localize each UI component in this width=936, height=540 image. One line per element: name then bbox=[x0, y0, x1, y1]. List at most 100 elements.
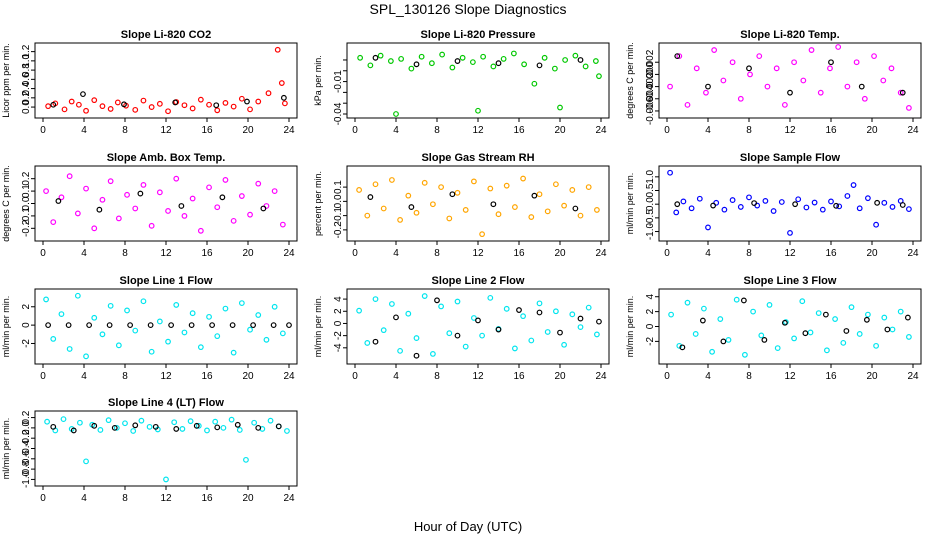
y-tick-label: 4 bbox=[645, 294, 656, 300]
x-tick-label: 0 bbox=[40, 248, 46, 259]
data-point bbox=[733, 296, 740, 303]
data-point bbox=[140, 181, 147, 188]
chart-title: Slope Line 2 Flow bbox=[432, 275, 525, 287]
data-point bbox=[65, 322, 72, 329]
data-point bbox=[446, 330, 453, 337]
data-point bbox=[828, 198, 834, 205]
chart-title: Slope Sample Flow bbox=[740, 152, 841, 164]
x-tick-label: 24 bbox=[595, 125, 607, 136]
data-point bbox=[115, 342, 122, 349]
data-point bbox=[265, 90, 272, 97]
plot-frame bbox=[346, 288, 610, 365]
data-point bbox=[66, 346, 73, 352]
data-point bbox=[803, 204, 810, 211]
data-point bbox=[372, 181, 379, 188]
data-point bbox=[428, 60, 435, 67]
data-point bbox=[418, 53, 425, 60]
data-point bbox=[454, 58, 461, 64]
y-tick-label: 1.0 bbox=[645, 169, 656, 183]
y-axis-label: percent per min. bbox=[313, 171, 323, 236]
data-point bbox=[487, 294, 494, 301]
data-point bbox=[553, 308, 559, 315]
data-point bbox=[487, 185, 494, 192]
data-point bbox=[398, 55, 405, 62]
chart-title: Slope Line 4 (LT) Flow bbox=[108, 397, 224, 409]
data-point bbox=[500, 55, 507, 62]
chart-panel: Slope Line 1 Flow ml/min per min. 0 4 8 12 16 2… bbox=[1, 275, 298, 382]
data-point bbox=[585, 304, 592, 311]
data-point bbox=[173, 175, 180, 182]
y-tick-label: 0.5 bbox=[645, 183, 656, 197]
data-point bbox=[577, 212, 584, 219]
data-point bbox=[684, 299, 691, 306]
data-point bbox=[705, 224, 711, 231]
data-point bbox=[904, 314, 911, 321]
data-point bbox=[279, 221, 286, 228]
data-point bbox=[243, 456, 249, 463]
y-tick-label: 0.1 bbox=[21, 184, 32, 198]
data-point bbox=[55, 198, 62, 204]
data-point bbox=[260, 205, 267, 212]
data-point bbox=[364, 340, 371, 346]
data-point bbox=[255, 424, 262, 431]
figure-xlabel: Hour of Day (UTC) bbox=[414, 519, 522, 534]
data-point bbox=[91, 422, 98, 429]
data-point bbox=[521, 61, 528, 68]
data-point bbox=[720, 77, 727, 84]
data-point bbox=[230, 349, 237, 356]
x-tick-label: 0 bbox=[40, 125, 46, 136]
data-point bbox=[703, 89, 709, 96]
y-axis-label: degrees C per min. bbox=[625, 42, 635, 119]
y-tick-label: -0.04 bbox=[333, 102, 344, 125]
x-tick-label: 20 bbox=[866, 371, 878, 382]
plot-frame bbox=[346, 42, 610, 119]
data-point bbox=[799, 298, 806, 305]
data-point bbox=[393, 314, 399, 321]
data-point bbox=[561, 341, 567, 348]
data-point bbox=[667, 83, 673, 90]
data-point bbox=[721, 206, 728, 213]
data-point bbox=[863, 316, 870, 323]
x-tick-label: 16 bbox=[201, 493, 213, 504]
data-point bbox=[209, 322, 216, 329]
x-tick-label: 4 bbox=[81, 371, 87, 382]
data-point bbox=[438, 184, 445, 191]
y-tick-label: 2 bbox=[645, 308, 656, 314]
data-point bbox=[146, 423, 153, 430]
data-point bbox=[189, 105, 196, 112]
data-point bbox=[676, 342, 683, 349]
data-point bbox=[536, 300, 543, 307]
data-point bbox=[83, 107, 89, 114]
data-point bbox=[742, 351, 748, 358]
x-tick-label: 8 bbox=[122, 125, 128, 136]
y-axis-label: Licor ppm per min. bbox=[1, 43, 11, 118]
data-point bbox=[213, 102, 220, 109]
data-point bbox=[495, 326, 502, 333]
data-point bbox=[699, 317, 706, 324]
data-point bbox=[50, 423, 57, 430]
chart-title: Slope Li-820 CO2 bbox=[121, 29, 211, 41]
data-point bbox=[873, 342, 879, 349]
data-point bbox=[462, 343, 469, 350]
plot-frame bbox=[34, 410, 298, 487]
x-tick-label: 24 bbox=[907, 371, 919, 382]
x-tick-label: 12 bbox=[160, 371, 172, 382]
data-point bbox=[577, 57, 584, 63]
data-point bbox=[107, 106, 114, 112]
data-point bbox=[828, 59, 834, 66]
data-point bbox=[271, 303, 278, 310]
data-point bbox=[255, 98, 262, 105]
data-point bbox=[148, 348, 155, 355]
data-point bbox=[800, 77, 807, 84]
data-point bbox=[75, 101, 82, 108]
data-point bbox=[60, 416, 67, 423]
data-point bbox=[181, 102, 188, 109]
data-point bbox=[674, 201, 681, 208]
data-point bbox=[214, 107, 221, 114]
panels: Slope Li-820 CO2 Licor ppm per min. 0 4 8 12 1… bbox=[1, 29, 922, 504]
data-point bbox=[781, 319, 788, 326]
data-point bbox=[881, 314, 888, 321]
x-tick-label: 0 bbox=[352, 248, 358, 259]
x-tick-label: 0 bbox=[664, 125, 670, 136]
data-point bbox=[906, 105, 912, 111]
